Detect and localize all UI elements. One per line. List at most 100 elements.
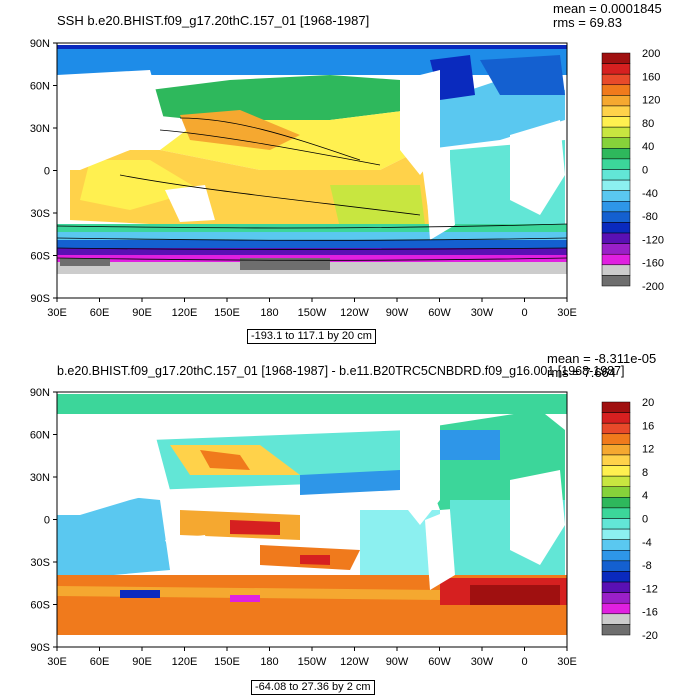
colorbar-label: -12 [642, 583, 658, 595]
x-tick-label: 150W [298, 307, 327, 319]
colorbar-swatch [601, 169, 631, 181]
colorbar-swatch [601, 201, 631, 213]
x-tick-label: 90W [386, 307, 409, 319]
colorbar-swatch [601, 613, 631, 625]
x-tick-label: 150E [214, 307, 240, 319]
colorbar-label: -120 [642, 234, 664, 246]
colorbar-swatch [601, 454, 631, 466]
colorbar-swatch [601, 211, 631, 223]
panel-title: SSH b.e20.BHIST.f09_g17.20thC.157_01 [19… [57, 13, 370, 28]
x-tick-label: 30E [557, 307, 577, 319]
colorbar-swatch [601, 528, 631, 540]
x-tick-label: 120E [172, 656, 198, 668]
x-tick-label: 60E [90, 656, 110, 668]
colorbar-swatch [601, 444, 631, 456]
axis-ticks: 30E 60E 90E 120E 150E 180 150W 120W 90W 60W 30W 0 30… [30, 387, 577, 668]
x-tick-label: 90W [386, 656, 409, 668]
colorbar-swatch [601, 401, 631, 413]
diff-field [57, 392, 567, 647]
colorbar-swatch [601, 179, 631, 191]
colorbar-swatch [601, 275, 631, 287]
map-plot: 30E 60E 90E 120E 150E 180 150W 120W 90W 60W 30W 0 30… [30, 387, 658, 668]
colorbar-swatch [601, 486, 631, 498]
range-label: -193.1 to 117.1 by 20 cm [247, 329, 376, 344]
panel-ssh: SSH b.e20.BHIST.f09_g17.20thC.157_01 [19… [30, 1, 664, 344]
colorbar-swatch [601, 158, 631, 170]
colorbar-swatch [601, 137, 631, 149]
stat-mean: mean = -8.311e-05 [547, 351, 657, 366]
y-tick-label: 60S [30, 600, 50, 612]
colorbar-swatch [601, 63, 631, 75]
y-tick-label: 30S [30, 557, 50, 569]
colorbar-swatch [601, 264, 631, 276]
y-tick-label: 90S [30, 293, 50, 305]
colorbar-swatch [601, 412, 631, 424]
colorbar-swatch [601, 518, 631, 530]
colorbar-swatch [601, 560, 631, 572]
x-tick-label: 30E [47, 307, 67, 319]
x-tick-label: 120E [172, 307, 198, 319]
x-tick-label: 180 [260, 656, 278, 668]
colorbar-swatch [601, 52, 631, 64]
stat-rms: rms = 69.83 [553, 15, 623, 30]
colorbar-swatch [601, 253, 631, 266]
x-tick-label: 150W [298, 656, 327, 668]
y-tick-label: 30S [30, 208, 50, 220]
x-tick-label: 30E [47, 656, 67, 668]
colorbar-label: 8 [642, 467, 648, 479]
y-tick-label: 90N [30, 38, 50, 50]
y-tick-label: 60S [30, 251, 50, 263]
colorbar-swatch [601, 624, 631, 636]
colorbar-label: 4 [642, 490, 648, 502]
colorbar-swatch [601, 243, 631, 255]
stat-rms: rms = 7.664 [547, 365, 617, 380]
colorbar-swatch [601, 571, 631, 583]
colorbar-label: -160 [642, 258, 664, 270]
x-tick-label: 30E [557, 656, 577, 668]
y-tick-label: 0 [44, 166, 50, 178]
colorbar-swatch [601, 422, 631, 435]
colorbar-label: -8 [642, 560, 652, 572]
y-tick-label: 30N [30, 123, 50, 135]
x-tick-label: 60E [90, 307, 110, 319]
x-tick-label: 90E [132, 307, 152, 319]
x-tick-label: 0 [521, 656, 527, 668]
colorbar-swatch [601, 465, 631, 477]
colorbar-swatch [601, 73, 631, 86]
colorbar-label: 0 [642, 514, 648, 526]
y-tick-label: 90N [30, 387, 50, 399]
colorbar-label: 160 [642, 71, 660, 83]
colorbar-label: 20 [642, 397, 654, 409]
y-tick-label: 0 [44, 515, 50, 527]
colorbar-label: 12 [642, 444, 654, 456]
colorbar-label: -80 [642, 211, 658, 223]
colorbar: 20 16 12 8 4 0 -4 -8 -12 -16 -20 [601, 397, 658, 642]
colorbar-label: -16 [642, 607, 658, 619]
y-tick-label: 90S [30, 642, 50, 654]
x-tick-label: 30W [471, 307, 494, 319]
colorbar-swatch [601, 507, 631, 519]
range-label: -64.08 to 27.36 by 2 cm [251, 680, 375, 695]
y-tick-label: 30N [30, 472, 50, 484]
colorbar-swatch [601, 84, 631, 96]
colorbar-swatch [601, 550, 631, 562]
colorbar-swatch [601, 539, 631, 551]
colorbar-swatch [601, 592, 631, 604]
colorbar-swatch [601, 602, 631, 615]
colorbar-swatch [601, 95, 631, 107]
colorbar-label: -4 [642, 537, 652, 549]
x-tick-label: 30W [471, 656, 494, 668]
panel-title: b.e20.BHIST.f09_g17.20thC.157_01 [1968-1… [57, 364, 625, 378]
colorbar: 200 160 120 80 40 0 -40 -80 -120 -160 -200 [601, 48, 664, 293]
stat-mean: mean = 0.0001845 [553, 1, 662, 16]
x-tick-label: 120W [340, 307, 369, 319]
colorbar-label: 200 [642, 48, 660, 60]
y-tick-label: 60N [30, 430, 50, 442]
colorbar-swatch [601, 475, 631, 487]
axis-ticks: 30E 60E 90E 120E 150E 180 150W 120W 90W 60W 30W 0 30… [30, 38, 577, 319]
x-tick-label: 90E [132, 656, 152, 668]
colorbar-swatch [601, 148, 631, 160]
x-tick-label: 60W [428, 307, 451, 319]
x-tick-label: 150E [214, 656, 240, 668]
x-tick-label: 0 [521, 307, 527, 319]
